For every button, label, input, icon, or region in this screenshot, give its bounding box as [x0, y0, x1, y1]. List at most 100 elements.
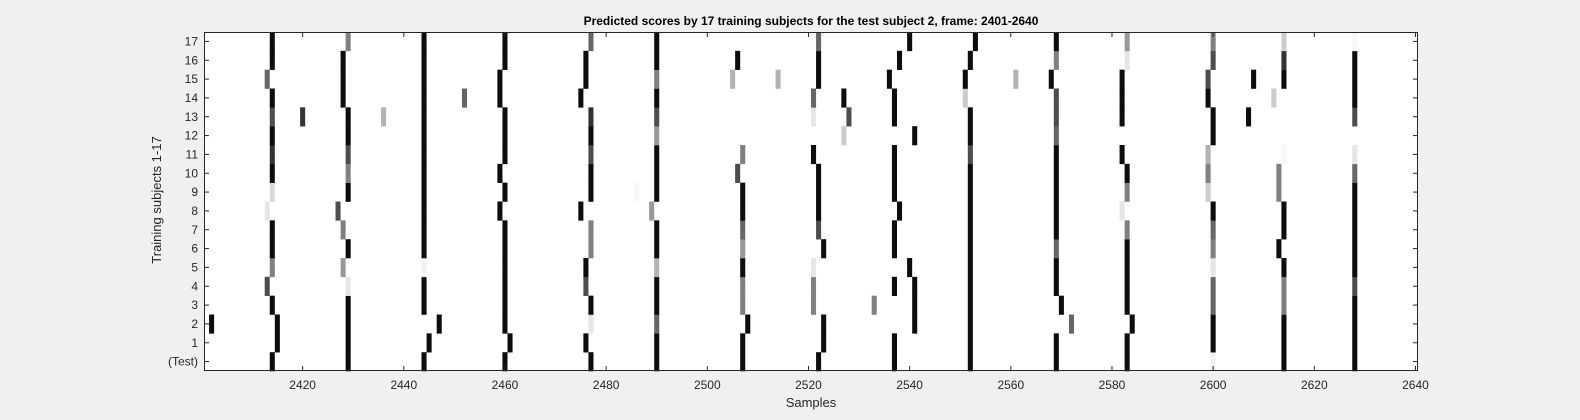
- heatmap-cell: [1281, 50, 1287, 70]
- heatmap-cell: [654, 295, 660, 315]
- heatmap-cell: [588, 239, 594, 259]
- heatmap-cell: [891, 333, 897, 353]
- heatmap-cell: [1053, 107, 1059, 127]
- heatmap-cell: [502, 276, 508, 296]
- heatmap-cell: [1119, 88, 1125, 108]
- heatmap-cell: [1053, 50, 1059, 70]
- heatmap-cell: [821, 333, 827, 353]
- heatmap-cell: [269, 32, 275, 52]
- y-tick-label: 7: [191, 223, 198, 237]
- heatmap-cell: [588, 220, 594, 240]
- plot-background: [204, 32, 1418, 371]
- y-tick-label: (Test): [168, 355, 198, 369]
- heatmap-cell: [1352, 50, 1358, 70]
- heatmap-cell: [421, 220, 427, 240]
- heatmap-cell: [967, 182, 973, 202]
- heatmap-cell: [345, 107, 351, 127]
- heatmap-cell: [1053, 163, 1059, 183]
- heatmap-cell: [816, 69, 822, 89]
- x-tick-label: 2580: [1099, 378, 1126, 392]
- heatmap-cell: [1048, 69, 1054, 89]
- heatmap-cell: [436, 314, 442, 334]
- heatmap-cell: [972, 32, 978, 52]
- heatmap-cell: [1119, 107, 1125, 127]
- heatmap-cell: [654, 258, 660, 278]
- heatmap-cell: [1205, 88, 1211, 108]
- heatmap-cell: [345, 295, 351, 315]
- heatmap-cell: [583, 258, 589, 278]
- x-tick-label: 2620: [1301, 378, 1328, 392]
- heatmap-cell: [421, 182, 427, 202]
- heatmap-cell: [345, 126, 351, 146]
- heatmap-cell: [745, 314, 751, 334]
- heatmap-cell: [811, 276, 817, 296]
- heatmap-cell: [654, 220, 660, 240]
- heatmap-cell: [421, 32, 427, 52]
- y-tick-label: 12: [185, 129, 199, 143]
- heatmap-cell: [912, 295, 918, 315]
- heatmap-cell: [461, 88, 468, 108]
- heatmap-cell: [502, 107, 508, 127]
- heatmap-cell: [340, 50, 346, 70]
- heatmap-cell: [912, 126, 918, 146]
- heatmap-cell: [274, 314, 280, 334]
- heatmap-cell: [345, 239, 351, 259]
- heatmap-cell: [1210, 333, 1216, 353]
- heatmap-cell: [1352, 333, 1358, 353]
- heatmap-cell: [502, 258, 508, 278]
- heatmap-cell: [1053, 88, 1059, 108]
- heatmap-cell: [907, 32, 913, 52]
- heatmap-cell: [816, 163, 822, 183]
- heatmap-cell: [1246, 107, 1252, 127]
- heatmap-cell: [654, 50, 660, 70]
- heatmap-cell: [735, 163, 741, 183]
- heatmap-cell: [1053, 145, 1059, 165]
- heatmap-cell: [816, 220, 822, 240]
- heatmap-cell: [1129, 314, 1135, 334]
- heatmap-cell: [1053, 126, 1059, 146]
- heatmap-cell: [502, 352, 508, 372]
- heatmap-cell: [1352, 276, 1358, 296]
- heatmap-cell: [962, 88, 968, 108]
- heatmap-cell: [891, 88, 897, 108]
- heatmap-cell: [891, 220, 897, 240]
- heatmap-cell: [967, 201, 973, 221]
- heatmap-cell: [1124, 295, 1130, 315]
- heatmap-cell: [421, 126, 427, 146]
- heatmap-cell: [421, 258, 427, 278]
- y-tick-label: 11: [186, 147, 199, 161]
- heatmap-cell: [1276, 239, 1282, 259]
- heatmap-cell: [654, 333, 660, 353]
- x-tick-label: 2500: [694, 378, 721, 392]
- heatmap-cell: [846, 107, 852, 127]
- y-tick-label: 13: [185, 110, 199, 124]
- heatmap-cell: [1124, 239, 1130, 259]
- heatmap-cell: [1124, 333, 1130, 353]
- heatmap-cell: [891, 182, 897, 202]
- heatmap-cell: [967, 145, 973, 165]
- heatmap-cell: [421, 69, 427, 89]
- heatmap-cell: [1210, 352, 1216, 372]
- y-tick-label: 4: [191, 279, 198, 293]
- x-tick-label: 2480: [593, 378, 620, 392]
- heatmap-cell: [264, 69, 270, 89]
- heatmap-cell: [1210, 314, 1216, 334]
- heatmap-cell: [421, 352, 427, 372]
- heatmap-cell: [502, 126, 508, 146]
- heatmap-cell: [912, 314, 918, 334]
- heatmap-cell: [1053, 201, 1059, 221]
- heatmap-cell: [649, 201, 655, 221]
- heatmap-cell: [269, 163, 275, 183]
- heatmap-cell: [967, 352, 973, 372]
- heatmap-cell: [588, 126, 594, 146]
- heatmap-cell: [269, 220, 275, 240]
- heatmap-cell: [962, 69, 968, 89]
- heatmap-cell: [740, 258, 746, 278]
- heatmap-cell: [1053, 258, 1059, 278]
- heatmap-cell: [578, 88, 584, 108]
- heatmap-cell: [209, 314, 215, 334]
- heatmap-cell: [502, 32, 508, 52]
- x-tick-label: 2520: [795, 378, 822, 392]
- heatmap-cell: [816, 50, 822, 70]
- x-tick-label: 2540: [896, 378, 923, 392]
